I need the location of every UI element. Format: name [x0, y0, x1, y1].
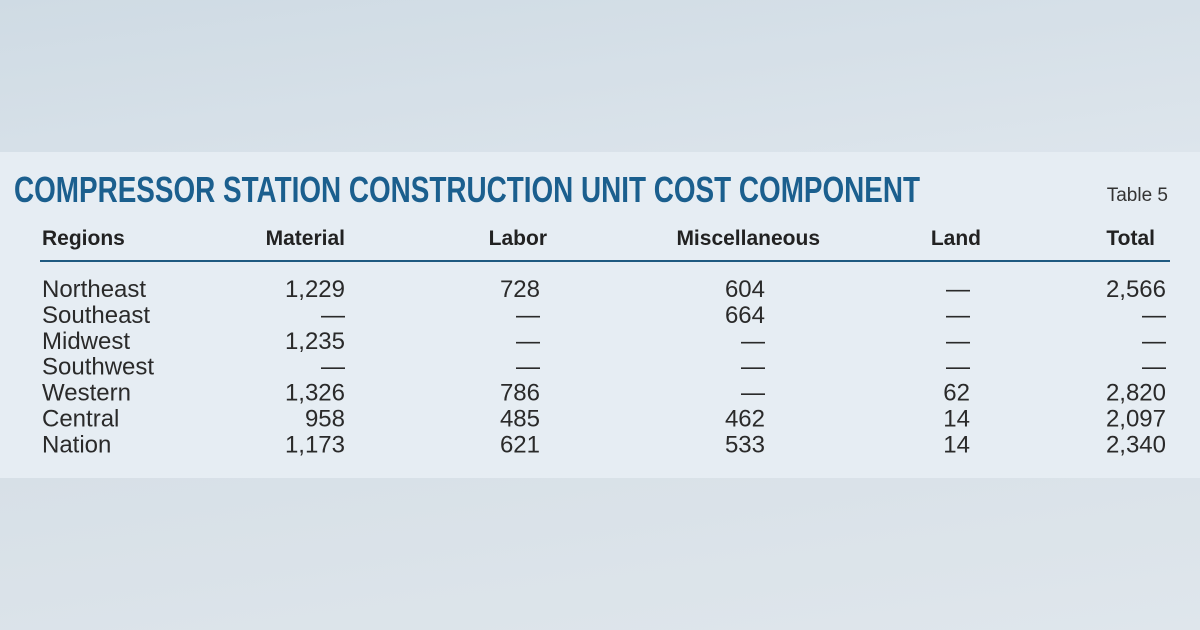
table-cell: 664	[725, 302, 765, 329]
table-cell: 462	[725, 406, 765, 433]
table-cell: 786	[500, 380, 540, 407]
table-cell: —	[1142, 354, 1166, 381]
column-header: Miscellaneous	[676, 227, 820, 250]
table-cell: —	[321, 302, 345, 329]
table-cell: —	[1142, 328, 1166, 355]
table-cell: 2,820	[1106, 380, 1166, 407]
row-label: Southwest	[42, 354, 154, 381]
column-header: Land	[931, 227, 981, 250]
table-cell: —	[741, 380, 765, 407]
table-cell: 1,235	[285, 328, 345, 355]
row-label: Northeast	[42, 276, 146, 303]
table-cell: —	[946, 276, 970, 303]
table-cell: —	[516, 328, 540, 355]
row-label: Midwest	[42, 328, 130, 355]
table-cell: 62	[943, 380, 970, 407]
column-header: Total	[1106, 227, 1155, 250]
table-cell: 533	[725, 431, 765, 458]
row-label: Nation	[42, 431, 111, 458]
column-header: Labor	[489, 227, 547, 250]
table-cell: —	[741, 354, 765, 381]
table-cell: 958	[305, 406, 345, 433]
table-number: Table 5	[1107, 185, 1168, 206]
table-cell: 2,097	[1106, 406, 1166, 433]
table-cell: 2,566	[1106, 276, 1166, 303]
table-cell: —	[741, 328, 765, 355]
table-cell: —	[946, 354, 970, 381]
table-cell: —	[946, 302, 970, 329]
table: Regions Material Labor Miscellaneous Land Tot…	[42, 227, 1166, 458]
table-panel	[0, 152, 1200, 478]
table-cell: 1,326	[285, 380, 345, 407]
table-cell: 1,173	[285, 431, 345, 458]
table-cell: —	[1142, 302, 1166, 329]
table-cell: —	[516, 354, 540, 381]
table-cell: 604	[725, 276, 765, 303]
table-cell: 485	[500, 406, 540, 433]
row-label: Southeast	[42, 302, 150, 329]
table-cell: 621	[500, 431, 540, 458]
table-cell: 14	[943, 406, 970, 433]
table-cell: —	[516, 302, 540, 329]
table-cell: 2,340	[1106, 431, 1166, 458]
table-cell: —	[946, 328, 970, 355]
background-bottom	[0, 478, 1200, 630]
column-header: Material	[266, 227, 345, 250]
table-title: COMPRESSOR STATION CONSTRUCTION UNIT COS…	[14, 169, 920, 210]
column-header: Regions	[42, 227, 125, 250]
row-label: Central	[42, 406, 119, 433]
background-top	[0, 0, 1200, 152]
row-label: Western	[42, 380, 131, 407]
table-cell: 1,229	[285, 276, 345, 303]
table-cell: 728	[500, 276, 540, 303]
table-cell: 14	[943, 431, 970, 458]
table-cell: —	[321, 354, 345, 381]
